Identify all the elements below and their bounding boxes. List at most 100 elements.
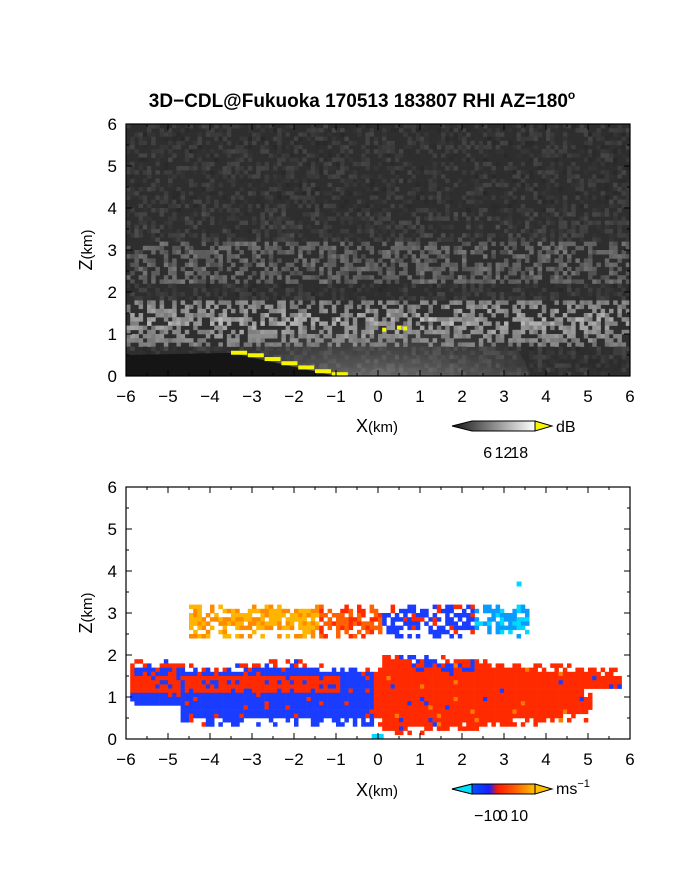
heatmap-cell: [504, 153, 509, 158]
heatmap-cell: [478, 241, 484, 247]
heatmap-cell: [176, 250, 181, 255]
heatmap-cell: [529, 136, 534, 142]
heatmap-cell: [294, 161, 299, 167]
heatmap-cell: [184, 178, 190, 184]
heatmap-cell: [596, 195, 601, 200]
heatmap-cell: [189, 224, 194, 230]
heatmap-cell: [210, 376, 215, 381]
heatmap-cell: [432, 283, 438, 289]
heatmap-cell: [617, 350, 622, 356]
heatmap-cell: [302, 187, 307, 192]
heatmap-cell: [525, 283, 530, 289]
heatmap-cell: [394, 663, 400, 668]
heatmap-cell: [424, 140, 429, 146]
heatmap-cell: [441, 140, 446, 146]
heatmap-cell: [369, 262, 375, 268]
heatmap-cell: [247, 145, 253, 150]
heatmap-cell: [151, 271, 156, 276]
heatmap-cell: [130, 292, 135, 297]
heatmap-cell: [525, 216, 530, 221]
heatmap-cell: [617, 342, 622, 347]
heatmap-cell: [184, 676, 190, 681]
heatmap-cell: [378, 258, 383, 263]
heatmap-cell: [226, 634, 232, 639]
heatmap-cell: [336, 300, 341, 305]
heatmap-cell: [541, 676, 547, 681]
heatmap-cell: [252, 254, 257, 259]
heatmap-cell: [172, 212, 177, 217]
heatmap-cell: [394, 279, 400, 284]
heatmap-cell: [184, 271, 190, 276]
heatmap-cell: [386, 208, 391, 213]
heatmap-cell: [420, 275, 425, 280]
heatmap-cell: [424, 233, 429, 238]
heatmap-cell: [336, 275, 341, 280]
heatmap-cell: [344, 212, 349, 217]
heatmap-cell: [449, 153, 454, 158]
heatmap-cell: [525, 275, 530, 280]
heatmap-cell: [235, 241, 240, 247]
heatmap-cell: [386, 254, 391, 259]
heatmap-cell: [281, 317, 286, 322]
heatmap-cell: [226, 203, 232, 209]
heatmap-cell: [298, 203, 303, 209]
heatmap-cell: [575, 174, 580, 179]
heatmap-cell: [592, 367, 597, 373]
heatmap-cell: [579, 304, 585, 310]
heatmap-cell: [403, 229, 408, 234]
heatmap-cell: [331, 140, 337, 146]
heatmap-cell: [176, 199, 181, 205]
heatmap-cell: [168, 149, 173, 154]
heatmap-cell: [357, 140, 362, 146]
heatmap-cell: [159, 663, 165, 668]
heatmap-cell: [222, 671, 228, 677]
heatmap-cell: [378, 625, 383, 631]
heatmap-cell: [189, 216, 194, 221]
heatmap-cell: [411, 191, 417, 196]
heatmap-cell: [436, 676, 442, 681]
heatmap-cell: [126, 334, 131, 339]
heatmap-cell: [609, 208, 614, 213]
heatmap-cell: [495, 321, 501, 326]
heatmap-cell: [478, 161, 484, 167]
heatmap-cell: [210, 195, 215, 200]
heatmap-cell: [512, 308, 517, 314]
heatmap-cell: [609, 287, 614, 293]
heatmap-cell: [327, 271, 333, 276]
heatmap-cell: [478, 621, 484, 626]
heatmap-cell: [457, 617, 463, 622]
heatmap-cell: [159, 250, 165, 255]
heatmap-cell: [499, 334, 505, 339]
heatmap-cell: [562, 300, 568, 305]
heatmap-cell: [205, 140, 211, 146]
heatmap-cell: [487, 237, 492, 242]
heatmap-cell: [579, 182, 585, 188]
heatmap-cell: [294, 613, 299, 618]
heatmap-cell: [583, 124, 589, 129]
heatmap-cell: [348, 617, 354, 622]
heatmap-cell: [621, 203, 627, 209]
heatmap-cell: [441, 216, 446, 221]
heatmap-cell: [214, 191, 219, 196]
heatmap-cell: [197, 296, 202, 301]
heatmap-cell: [285, 178, 291, 184]
heatmap-cell: [193, 608, 198, 614]
heatmap-cell: [399, 296, 404, 301]
heatmap-cell: [596, 212, 601, 217]
heatmap-cell: [138, 342, 144, 347]
heatmap-cell: [604, 300, 610, 305]
heatmap-cell: [310, 128, 316, 133]
heatmap-cell: [340, 271, 345, 276]
heatmap-cell: [449, 161, 454, 167]
heatmap-cell: [268, 625, 274, 631]
heatmap-cell: [415, 266, 421, 272]
heatmap-cell: [247, 634, 253, 639]
heatmap-cell: [365, 676, 370, 681]
heatmap-cell: [399, 634, 404, 639]
heatmap-cell: [306, 170, 312, 175]
heatmap-cell: [210, 625, 215, 631]
heatmap-cell: [588, 157, 593, 163]
heatmap-cell: [432, 170, 438, 175]
heatmap-cell: [163, 166, 169, 171]
heatmap-cell: [495, 308, 501, 314]
